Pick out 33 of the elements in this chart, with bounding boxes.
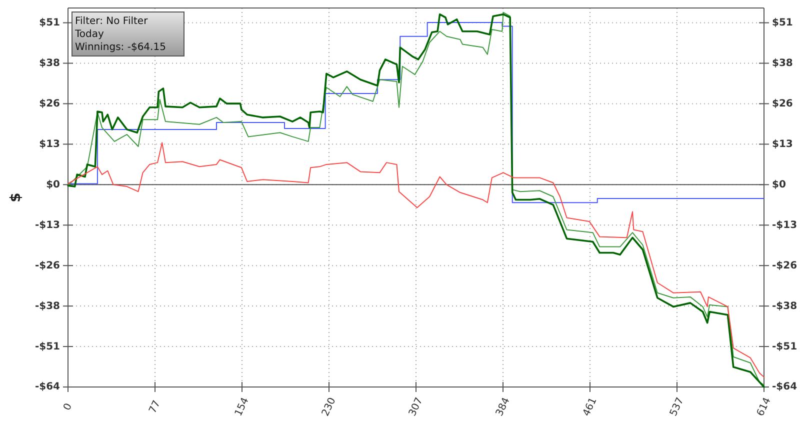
y-tick-label: -$13	[34, 220, 60, 231]
y-tick-label: -$51	[34, 341, 60, 352]
y2-tick-label: $38	[772, 58, 793, 69]
y2-tick-label: $26	[772, 98, 793, 110]
x-tick-label: 614	[755, 396, 774, 418]
x-tick-label: 230	[320, 396, 338, 418]
annotation: Filter: No Filter	[75, 16, 149, 27]
x-tick-label: 77	[148, 399, 163, 416]
x-tick-label: 154	[233, 396, 252, 418]
x-tick-label: 384	[494, 396, 512, 418]
annotation: Winnings: -$64.15	[75, 42, 166, 53]
y-tick-label: -$26	[34, 260, 60, 272]
y2-tick-label: -$26	[772, 260, 798, 272]
y-tick-label: $26	[39, 98, 60, 110]
y2-tick-label: -$13	[772, 220, 798, 231]
y-axis-title: $	[8, 192, 24, 202]
y2-tick-label: -$38	[772, 300, 798, 312]
y2-tick-label: $13	[772, 138, 793, 150]
x-tick-label: 461	[581, 396, 600, 418]
y2-tick-label: $51	[772, 17, 793, 28]
x-tick-label: 537	[668, 396, 686, 418]
y2-tick-label: $0	[772, 179, 786, 190]
annotation: Today	[74, 29, 104, 40]
y2-tick-label: -$51	[772, 341, 798, 352]
y-tick-label: -$38	[34, 300, 60, 312]
y-tick-label: $38	[39, 58, 60, 69]
x-tick-label: 0	[62, 402, 75, 412]
y-tick-label: $13	[39, 138, 60, 150]
x-tick-label: 307	[407, 396, 426, 418]
y2-tick-label: -$64	[772, 382, 798, 393]
y-tick-label: -$64	[34, 382, 60, 393]
y-tick-label: $0	[46, 179, 60, 190]
y-tick-label: $51	[39, 17, 60, 28]
